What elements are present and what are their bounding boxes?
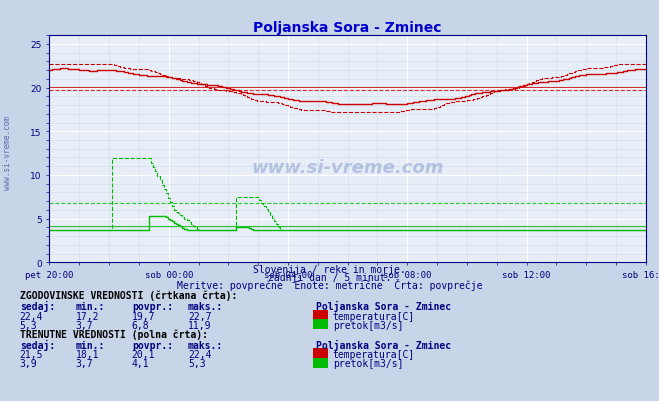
Text: Poljanska Sora - Zminec: Poljanska Sora - Zminec — [316, 339, 451, 350]
Text: Poljanska Sora - Zminec: Poljanska Sora - Zminec — [316, 301, 451, 312]
Text: pretok[m3/s]: pretok[m3/s] — [333, 358, 403, 369]
Text: pretok[m3/s]: pretok[m3/s] — [333, 320, 403, 330]
Text: 18,1: 18,1 — [76, 349, 100, 359]
Text: sedaj:: sedaj: — [20, 339, 55, 350]
Text: Meritve: povprečne  Enote: metrične  Črta: povprečje: Meritve: povprečne Enote: metrične Črta:… — [177, 278, 482, 290]
Text: Slovenija / reke in morje.: Slovenija / reke in morje. — [253, 264, 406, 274]
Text: 22,7: 22,7 — [188, 311, 212, 321]
Text: 5,3: 5,3 — [188, 358, 206, 369]
Text: min.:: min.: — [76, 302, 105, 312]
Text: sedaj:: sedaj: — [20, 301, 55, 312]
Title: Poljanska Sora - Zminec: Poljanska Sora - Zminec — [253, 21, 442, 35]
Text: 6,8: 6,8 — [132, 320, 150, 330]
Text: 4,1: 4,1 — [132, 358, 150, 369]
Text: www.si-vreme.com: www.si-vreme.com — [251, 158, 444, 176]
Text: www.si-vreme.com: www.si-vreme.com — [3, 115, 13, 189]
Text: povpr.:: povpr.: — [132, 302, 173, 312]
Text: 19,7: 19,7 — [132, 311, 156, 321]
Text: temperatura[C]: temperatura[C] — [333, 311, 415, 321]
Text: min.:: min.: — [76, 340, 105, 350]
Text: 11,9: 11,9 — [188, 320, 212, 330]
Text: 3,9: 3,9 — [20, 358, 38, 369]
Text: 3,7: 3,7 — [76, 358, 94, 369]
Text: 22,4: 22,4 — [188, 349, 212, 359]
Text: 22,4: 22,4 — [20, 311, 43, 321]
Text: 20,1: 20,1 — [132, 349, 156, 359]
Text: 3,7: 3,7 — [76, 320, 94, 330]
Text: 21,5: 21,5 — [20, 349, 43, 359]
Text: ZGODOVINSKE VREDNOSTI (črtkana črta):: ZGODOVINSKE VREDNOSTI (črtkana črta): — [20, 290, 237, 301]
Text: 5,3: 5,3 — [20, 320, 38, 330]
Text: maks.:: maks.: — [188, 340, 223, 350]
Text: maks.:: maks.: — [188, 302, 223, 312]
Text: zadnji dan / 5 minut.: zadnji dan / 5 minut. — [268, 272, 391, 282]
Text: TRENUTNE VREDNOSTI (polna črta):: TRENUTNE VREDNOSTI (polna črta): — [20, 329, 208, 340]
Text: povpr.:: povpr.: — [132, 340, 173, 350]
Text: temperatura[C]: temperatura[C] — [333, 349, 415, 359]
Text: 17,2: 17,2 — [76, 311, 100, 321]
